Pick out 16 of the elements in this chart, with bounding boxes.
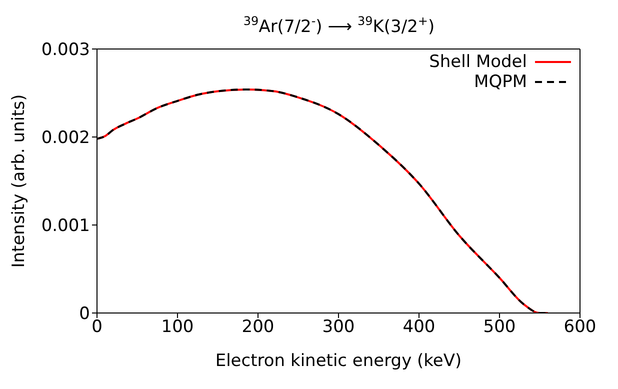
x-tick-label: 0 <box>92 317 102 338</box>
x-tick-label: 100 <box>161 317 194 338</box>
legend-label: MQPM <box>474 72 527 92</box>
x-tick-label: 400 <box>402 317 436 338</box>
y-tick-label: 0.002 <box>41 128 90 148</box>
x-tick-label: 300 <box>322 317 355 338</box>
legend-label: Shell Model <box>429 52 527 72</box>
x-tick-label: 600 <box>564 317 596 338</box>
y-tick-label: 0.003 <box>41 40 90 60</box>
x-tick-label: 200 <box>242 317 274 338</box>
y-tick-label: 0.001 <box>41 216 90 236</box>
x-axis-title: Electron kinetic energy (keV) <box>215 351 462 371</box>
y-tick-label: 0 <box>79 304 90 324</box>
y-axis-title: Intensity (arb. units) <box>9 94 30 268</box>
chart-title: $^{39}$Ar(7/2$^{-}$) ⟶ $^{39}$K(3/2$^{+}$) <box>243 14 435 37</box>
x-tick-label: 500 <box>483 317 516 338</box>
